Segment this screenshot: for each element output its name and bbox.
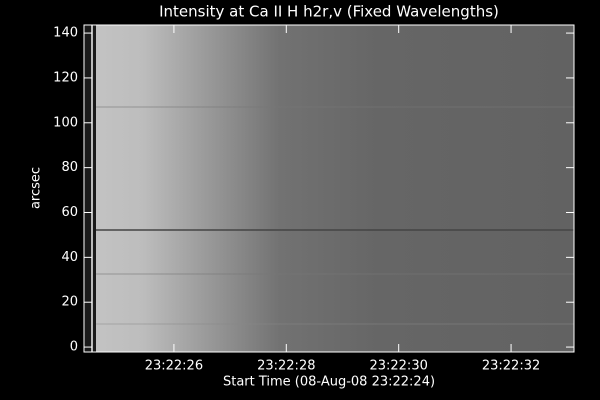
plot-frame — [83, 24, 575, 353]
chart-title: Intensity at Ca II H h2r,v (Fixed Wavele… — [159, 3, 499, 21]
x-axis-label: Start Time (08-Aug-08 23:22:24) — [223, 375, 435, 390]
x-tick-label: 23:22:30 — [369, 359, 427, 374]
y-tick-label: 140 — [53, 26, 78, 41]
y-tick-label: 100 — [53, 115, 78, 130]
y-tick-label: 120 — [53, 70, 78, 85]
x-tick-label: 23:22:26 — [145, 359, 203, 374]
y-tick-label: 40 — [61, 250, 78, 265]
y-tick-label: 80 — [61, 160, 78, 175]
x-tick-label: 23:22:28 — [257, 359, 315, 374]
y-axis-label: arcsec — [29, 167, 44, 209]
x-tick-label: 23:22:32 — [482, 359, 540, 374]
y-tick-label: 60 — [61, 205, 78, 220]
image — [84, 25, 574, 352]
y-tick-label: 20 — [61, 295, 78, 310]
y-tick-label: 0 — [70, 340, 78, 355]
